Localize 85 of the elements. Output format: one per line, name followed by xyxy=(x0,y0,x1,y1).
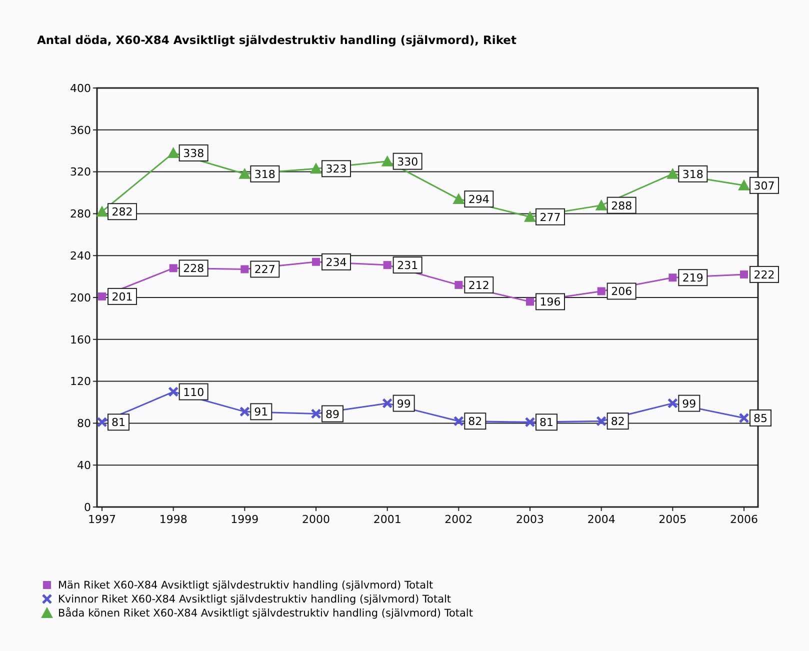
point xyxy=(310,408,322,420)
y-tick-label: 240 xyxy=(70,249,91,262)
x-tick-label: 2004 xyxy=(587,513,616,526)
point xyxy=(310,162,322,174)
data-label: 234 xyxy=(326,256,347,269)
data-label: 85 xyxy=(754,412,768,425)
point xyxy=(667,398,678,409)
data-label: 196 xyxy=(540,296,561,309)
x-tick-label: 1999 xyxy=(230,513,259,526)
point xyxy=(383,261,392,270)
point xyxy=(312,258,320,266)
data-label: 99 xyxy=(682,397,696,410)
y-tick-label: 40 xyxy=(77,458,91,472)
x-tick-label: 2003 xyxy=(516,513,544,526)
data-label: 91 xyxy=(254,406,268,419)
point xyxy=(239,406,250,417)
data-label: 277 xyxy=(540,210,561,224)
data-label: 227 xyxy=(254,263,276,276)
data-label: 222 xyxy=(754,268,775,282)
x-tick-label: 2002 xyxy=(444,513,473,526)
y-tick-label: 400 xyxy=(70,82,91,95)
point xyxy=(526,298,534,306)
point xyxy=(738,412,750,424)
point xyxy=(740,270,748,278)
data-label: 212 xyxy=(468,278,490,292)
data-label: 206 xyxy=(611,285,632,298)
point xyxy=(524,416,536,428)
point xyxy=(238,168,251,179)
point xyxy=(167,146,180,158)
data-label: 318 xyxy=(682,168,704,181)
data-label: 338 xyxy=(183,146,204,160)
point xyxy=(96,206,108,217)
data-label: 99 xyxy=(396,397,411,410)
y-tick-label: 280 xyxy=(70,208,91,221)
point xyxy=(98,292,106,300)
point xyxy=(168,386,179,398)
point xyxy=(454,280,463,289)
legend-label: Kvinnor Riket X60-X84 Avsiktligt självdestruktiv handling (självmord) Totalt xyxy=(58,594,452,606)
data-label: 81 xyxy=(540,416,554,430)
data-label: 82 xyxy=(610,415,625,428)
data-label: 219 xyxy=(682,272,704,285)
point xyxy=(96,416,108,428)
data-label: 330 xyxy=(397,155,418,168)
data-label: 228 xyxy=(183,262,204,276)
x-tick-label: 1998 xyxy=(159,513,188,526)
data-label: 318 xyxy=(254,168,276,181)
data-label: 307 xyxy=(754,179,775,192)
point xyxy=(595,199,608,210)
data-label: 110 xyxy=(183,386,204,399)
point xyxy=(738,179,750,190)
data-label: 294 xyxy=(468,193,490,206)
point xyxy=(666,168,679,179)
point xyxy=(668,274,677,282)
point xyxy=(382,398,393,409)
point xyxy=(381,155,394,166)
data-label: 89 xyxy=(326,408,340,421)
data-label: 231 xyxy=(397,259,418,272)
x-tick-label: 1997 xyxy=(88,513,116,526)
data-label: 201 xyxy=(112,290,133,304)
data-label: 288 xyxy=(611,199,632,212)
y-tick-label: 0 xyxy=(84,500,91,514)
y-tick-label: 200 xyxy=(70,291,91,304)
point xyxy=(452,193,465,204)
x-tick-label: 2001 xyxy=(373,513,402,526)
y-tick-label: 80 xyxy=(77,417,91,430)
point xyxy=(597,287,606,296)
data-label: 82 xyxy=(468,415,482,428)
x-tick-label: 2005 xyxy=(658,513,687,526)
point xyxy=(169,264,178,272)
point xyxy=(596,416,607,426)
point xyxy=(453,416,464,426)
legend-label: Båda könen Riket X60-X84 Avsiktligt självdestruktiv handling (självmord) Totalt xyxy=(58,606,473,620)
y-tick-label: 320 xyxy=(70,166,91,179)
x-tick-label: 2000 xyxy=(302,513,330,526)
legend-label: Män Riket X60-X84 Avsiktligt självdestruktiv handling (självmord) Totalt xyxy=(58,580,434,592)
x-tick-label: 2006 xyxy=(730,513,758,526)
point xyxy=(240,265,249,274)
data-label: 282 xyxy=(112,206,133,219)
data-label: 81 xyxy=(112,416,126,430)
chart-title: Antal döda, X60-X84 Avsiktligt självdestruktiv handling (självmord), Riket xyxy=(37,33,517,47)
y-tick-label: 360 xyxy=(70,124,91,137)
point xyxy=(524,210,536,222)
data-label: 323 xyxy=(326,162,347,176)
y-tick-label: 160 xyxy=(70,333,91,346)
y-tick-label: 120 xyxy=(70,375,91,388)
